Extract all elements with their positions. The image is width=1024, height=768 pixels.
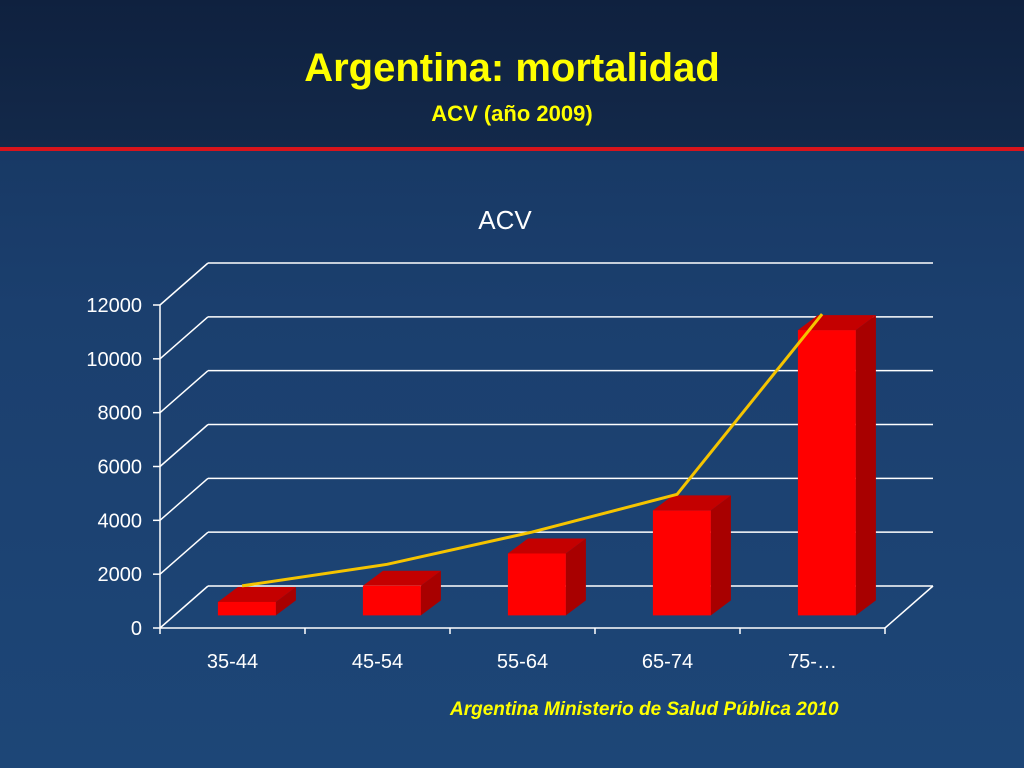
gridline-diagonal bbox=[159, 531, 209, 575]
bar-top bbox=[652, 495, 731, 511]
y-tick-label: 10000 bbox=[86, 349, 142, 371]
gridline-diagonal bbox=[159, 370, 209, 414]
bar-front bbox=[217, 601, 276, 616]
gridline-diagonal bbox=[159, 585, 209, 629]
bar-top bbox=[507, 538, 586, 554]
bar-side bbox=[855, 315, 876, 616]
bar-front bbox=[797, 330, 856, 616]
header-divider bbox=[0, 147, 1024, 151]
bar-side bbox=[420, 570, 441, 616]
y-tick-label: 12000 bbox=[86, 295, 142, 317]
gridline-diagonal bbox=[159, 477, 209, 521]
y-tick-label: 4000 bbox=[98, 510, 143, 532]
bar-top bbox=[362, 570, 441, 586]
gridline-diagonal bbox=[159, 316, 209, 360]
bar-front bbox=[652, 510, 711, 616]
bar-side bbox=[710, 495, 731, 616]
y-tick-label: 2000 bbox=[98, 564, 143, 586]
bar-front bbox=[507, 553, 566, 616]
bar bbox=[652, 495, 731, 616]
bar-top bbox=[217, 586, 296, 602]
x-tick-label: 45-54 bbox=[352, 651, 403, 673]
bar bbox=[507, 538, 586, 616]
chart-title: ACV bbox=[478, 205, 532, 235]
chart-labels: 0 2000 4000 6000 8000 10000 12000 35-44 45-54 55-… bbox=[86, 295, 837, 673]
x-tick-label: 75-… bbox=[788, 651, 837, 673]
y-tick-label: 8000 bbox=[98, 403, 143, 425]
bar bbox=[797, 315, 876, 616]
bar bbox=[362, 570, 441, 616]
x-tick-label: 65-74 bbox=[642, 651, 693, 673]
slide-subtitle: ACV (año 2009) bbox=[431, 101, 593, 126]
x-tick-label: 35-44 bbox=[207, 651, 258, 673]
source-citation: Argentina Ministerio de Salud Pública 20… bbox=[450, 699, 839, 720]
floor-edge bbox=[884, 585, 934, 629]
bar-side bbox=[275, 586, 296, 616]
gridline-diagonal bbox=[159, 423, 209, 468]
chart-axes bbox=[153, 304, 934, 634]
gridline-diagonal bbox=[159, 262, 209, 306]
y-tick-label: 0 bbox=[131, 618, 142, 640]
bar-front bbox=[362, 585, 421, 616]
bar-side bbox=[565, 538, 586, 616]
chart-trendline bbox=[241, 313, 824, 588]
slide-header bbox=[0, 0, 1024, 148]
bar bbox=[217, 586, 296, 616]
slide-title: Argentina: mortalidad bbox=[304, 46, 720, 90]
chart-bars bbox=[217, 315, 876, 616]
x-tick-label: 55-64 bbox=[497, 651, 548, 673]
y-tick-label: 6000 bbox=[98, 457, 143, 479]
trend-line bbox=[241, 313, 824, 588]
